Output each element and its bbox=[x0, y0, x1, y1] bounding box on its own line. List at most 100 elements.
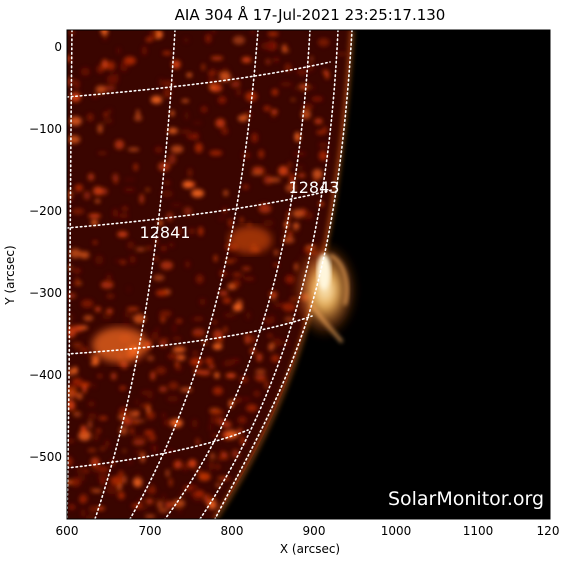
network-bright-point bbox=[232, 272, 242, 277]
network-bright-point bbox=[264, 381, 269, 390]
network-bright-point bbox=[149, 484, 156, 495]
network-bright-point bbox=[175, 227, 183, 235]
network-bright-point bbox=[241, 397, 251, 401]
network-bright-point bbox=[77, 281, 83, 286]
network-bright-point bbox=[102, 312, 112, 320]
network-bright-point bbox=[223, 313, 236, 318]
network-bright-point bbox=[182, 180, 194, 189]
network-bright-point bbox=[86, 113, 94, 122]
network-bright-point bbox=[110, 372, 117, 380]
network-bright-point bbox=[178, 503, 182, 514]
network-bright-point bbox=[97, 152, 108, 155]
network-bright-point bbox=[311, 96, 323, 102]
network-bright-point bbox=[247, 222, 251, 227]
network-bright-point bbox=[145, 188, 150, 192]
network-bright-point bbox=[148, 434, 156, 442]
network-bright-point bbox=[134, 450, 146, 454]
network-bright-point bbox=[71, 325, 84, 333]
network-bright-point bbox=[287, 161, 292, 169]
network-bright-point bbox=[216, 464, 220, 470]
network-bright-point bbox=[87, 448, 97, 452]
network-bright-point bbox=[92, 489, 102, 493]
network-bright-point bbox=[208, 424, 213, 431]
network-bright-point bbox=[80, 508, 86, 518]
network-bright-point bbox=[314, 118, 323, 125]
network-bright-point bbox=[96, 428, 101, 434]
longitude-line bbox=[199, 30, 339, 519]
network-bright-point bbox=[271, 354, 280, 363]
network-bright-point bbox=[215, 118, 226, 128]
network-bright-point bbox=[67, 313, 74, 323]
network-bright-point bbox=[211, 411, 225, 414]
network-bright-point bbox=[193, 131, 199, 141]
network-bright-point bbox=[254, 374, 267, 380]
network-bright-point bbox=[185, 260, 191, 268]
network-bright-point bbox=[318, 142, 329, 148]
network-bright-point bbox=[303, 211, 313, 220]
network-bright-point bbox=[298, 84, 309, 93]
network-bright-point bbox=[94, 255, 104, 265]
network-bright-point bbox=[103, 112, 108, 117]
watermark: SolarMonitor.org bbox=[388, 488, 544, 510]
latitude-line bbox=[67, 429, 249, 469]
network-bright-point bbox=[151, 331, 159, 342]
network-bright-point bbox=[129, 410, 140, 418]
network-bright-point bbox=[161, 189, 173, 198]
network-bright-point bbox=[158, 78, 164, 87]
network-bright-point bbox=[191, 419, 198, 428]
network-bright-point bbox=[201, 341, 208, 345]
network-bright-point bbox=[69, 248, 82, 259]
network-bright-point bbox=[72, 366, 78, 375]
network-bright-point bbox=[80, 425, 87, 434]
network-bright-point bbox=[153, 497, 160, 507]
network-bright-point bbox=[92, 354, 100, 365]
network-bright-point bbox=[214, 254, 218, 262]
network-bright-point bbox=[94, 199, 101, 203]
network-bright-point bbox=[123, 56, 136, 65]
network-bright-point bbox=[184, 111, 189, 121]
network-bright-point bbox=[192, 351, 198, 355]
network-bright-point bbox=[183, 462, 188, 472]
network-bright-point bbox=[292, 222, 300, 230]
network-bright-point bbox=[269, 315, 275, 324]
network-bright-point bbox=[244, 334, 251, 345]
network-bright-point bbox=[133, 313, 146, 324]
x-tick-label: 1000 bbox=[381, 524, 412, 538]
network-bright-point bbox=[67, 293, 77, 299]
network-bright-point bbox=[205, 357, 214, 364]
network-bright-point bbox=[268, 343, 274, 351]
network-bright-point bbox=[273, 302, 286, 308]
network-bright-point bbox=[83, 191, 91, 200]
network-bright-point bbox=[136, 473, 141, 481]
network-bright-point bbox=[126, 307, 140, 311]
longitude-line bbox=[214, 30, 353, 519]
network-bright-point bbox=[225, 373, 237, 379]
network-bright-point bbox=[106, 484, 119, 495]
network-bright-point bbox=[93, 433, 99, 441]
network-bright-point bbox=[308, 62, 314, 72]
network-bright-point bbox=[92, 240, 98, 245]
network-bright-point bbox=[251, 172, 263, 176]
network-bright-point bbox=[217, 476, 230, 480]
network-bright-point bbox=[129, 255, 136, 264]
network-bright-point bbox=[97, 187, 109, 195]
network-bright-point bbox=[224, 359, 235, 365]
network-bright-point bbox=[142, 436, 148, 440]
network-bright-point bbox=[199, 298, 206, 306]
x-tick-label: 700 bbox=[139, 524, 162, 538]
network-bright-point bbox=[84, 469, 89, 473]
network-bright-point bbox=[237, 416, 247, 424]
network-bright-point bbox=[177, 354, 186, 361]
network-bright-point bbox=[313, 177, 318, 184]
network-bright-point bbox=[290, 98, 296, 102]
network-bright-point bbox=[170, 110, 175, 117]
network-bright-point bbox=[165, 501, 173, 509]
network-bright-point bbox=[239, 274, 246, 278]
network-bright-point bbox=[201, 63, 205, 71]
network-bright-point bbox=[172, 337, 182, 341]
network-bright-point bbox=[251, 132, 258, 143]
network-bright-point bbox=[172, 346, 186, 352]
network-bright-point bbox=[255, 369, 266, 375]
network-bright-point bbox=[158, 220, 163, 226]
network-bright-point bbox=[67, 265, 73, 270]
